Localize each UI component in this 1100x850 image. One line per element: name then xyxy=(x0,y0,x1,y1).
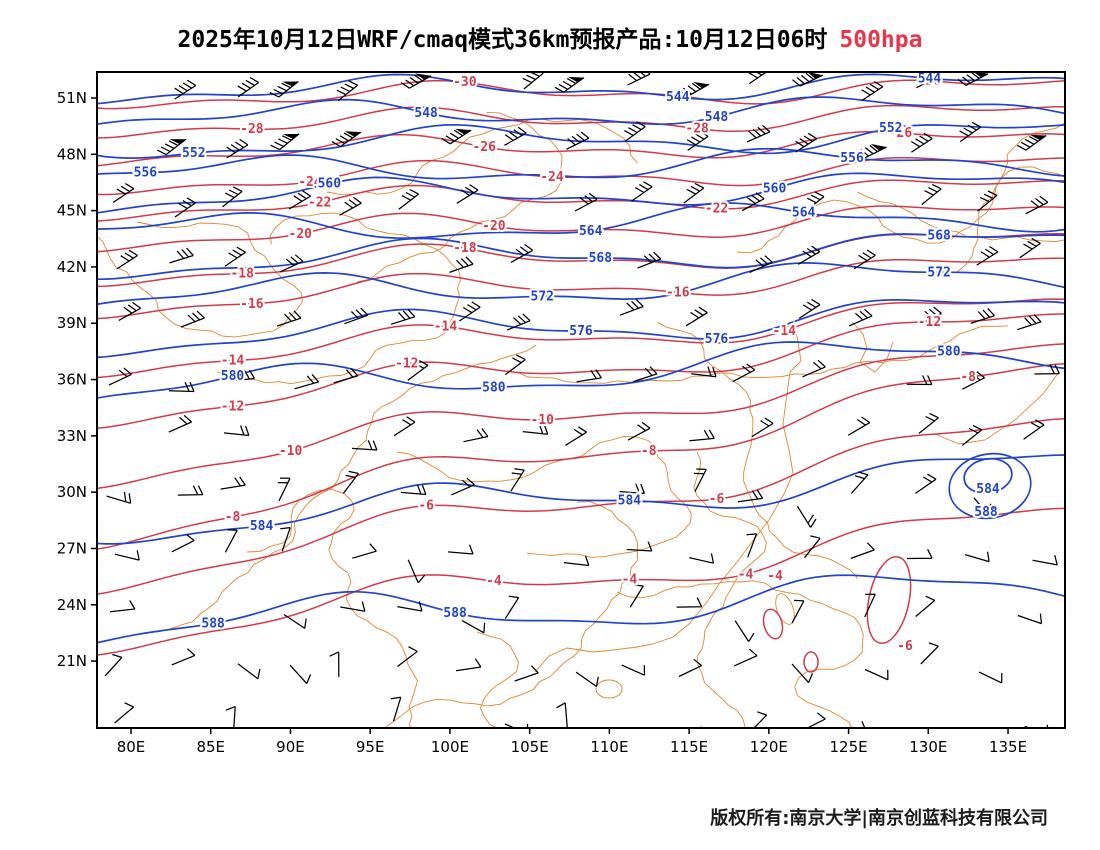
geography-lines xyxy=(97,111,1065,728)
svg-text:-14: -14 xyxy=(434,319,458,334)
copyright-text: 版权所有:南京大学|南京创蓝科技有限公司 xyxy=(710,808,1048,829)
chart-title-text: 2025年10月12日WRF/cmaq模式36km预报产品:10月12日06时 xyxy=(177,27,828,53)
svg-text:120E: 120E xyxy=(750,738,788,756)
svg-text:-22: -22 xyxy=(705,202,728,217)
svg-text:-6: -6 xyxy=(418,499,434,514)
svg-text:-14: -14 xyxy=(221,354,245,369)
svg-text:556: 556 xyxy=(840,151,864,166)
svg-text:-30: -30 xyxy=(918,74,942,89)
svg-text:-4: -4 xyxy=(738,567,754,582)
svg-text:576: 576 xyxy=(569,324,593,339)
svg-text:588: 588 xyxy=(974,505,998,520)
svg-text:572: 572 xyxy=(927,265,950,280)
svg-text:51N: 51N xyxy=(57,89,87,107)
svg-text:568: 568 xyxy=(589,251,613,266)
svg-text:105E: 105E xyxy=(511,738,549,756)
svg-text:85E: 85E xyxy=(196,738,225,756)
svg-text:-10: -10 xyxy=(531,413,555,428)
svg-text:-4: -4 xyxy=(486,574,502,589)
svg-text:588: 588 xyxy=(201,616,225,631)
svg-text:48N: 48N xyxy=(57,145,87,163)
svg-text:21N: 21N xyxy=(57,652,87,670)
svg-text:-12: -12 xyxy=(918,315,941,330)
svg-text:548: 548 xyxy=(414,106,438,121)
pressure-level-label: 500hpa xyxy=(839,27,923,53)
svg-text:-16: -16 xyxy=(240,297,264,312)
svg-text:-8: -8 xyxy=(960,370,976,385)
svg-text:135E: 135E xyxy=(989,738,1027,756)
svg-text:568: 568 xyxy=(927,228,951,243)
svg-text:564: 564 xyxy=(579,224,603,239)
svg-text:90E: 90E xyxy=(276,738,305,756)
svg-text:552: 552 xyxy=(182,146,205,161)
wind-barbs xyxy=(104,72,1060,728)
svg-text:-24: -24 xyxy=(540,170,564,185)
svg-text:-18: -18 xyxy=(230,267,254,282)
svg-text:-12: -12 xyxy=(221,399,244,414)
svg-text:-30: -30 xyxy=(453,75,477,90)
svg-text:-26: -26 xyxy=(889,126,913,141)
svg-text:42N: 42N xyxy=(57,258,87,276)
svg-text:-26: -26 xyxy=(472,140,496,155)
svg-text:-20: -20 xyxy=(289,227,313,242)
svg-text:576: 576 xyxy=(705,332,729,347)
axis-labels: 80E 85E 90E 95E 100E 105E 110E 115E 120E 125E 130E… xyxy=(57,89,1027,756)
svg-text:580: 580 xyxy=(221,369,245,384)
svg-text:-16: -16 xyxy=(666,285,690,300)
svg-text:-8: -8 xyxy=(641,444,657,459)
svg-text:-8: -8 xyxy=(225,510,241,525)
svg-text:548: 548 xyxy=(705,110,729,125)
svg-text:130E: 130E xyxy=(909,738,947,756)
contour-labels: -30 -30 -28 -28 -26 -26 -24 -24 -22 -22 -20 -20 -18 -… xyxy=(132,71,1002,656)
svg-text:36N: 36N xyxy=(57,371,87,389)
svg-text:560: 560 xyxy=(318,177,342,192)
svg-text:544: 544 xyxy=(666,90,690,105)
svg-text:544: 544 xyxy=(918,71,942,86)
svg-text:560: 560 xyxy=(763,182,787,197)
svg-text:-4: -4 xyxy=(767,569,783,584)
svg-text:-28: -28 xyxy=(240,122,264,137)
svg-text:584: 584 xyxy=(976,482,1000,497)
svg-text:-22: -22 xyxy=(308,195,331,210)
svg-text:24N: 24N xyxy=(57,596,87,614)
svg-text:584: 584 xyxy=(618,494,642,509)
svg-text:-28: -28 xyxy=(685,122,709,137)
svg-text:556: 556 xyxy=(134,166,158,181)
svg-text:33N: 33N xyxy=(57,427,87,445)
svg-text:588: 588 xyxy=(443,606,467,621)
svg-text:-14: -14 xyxy=(773,324,797,339)
svg-text:45N: 45N xyxy=(57,202,87,220)
svg-text:95E: 95E xyxy=(356,738,385,756)
svg-text:30N: 30N xyxy=(57,483,87,501)
svg-text:100E: 100E xyxy=(431,738,469,756)
svg-text:-24: -24 xyxy=(298,175,322,190)
chart-title: 2025年10月12日WRF/cmaq模式36km预报产品:10月12日06时 5… xyxy=(0,20,1100,54)
svg-text:552: 552 xyxy=(879,121,902,136)
height-contours xyxy=(97,73,1065,644)
svg-text:115E: 115E xyxy=(670,738,708,756)
svg-text:110E: 110E xyxy=(590,738,628,756)
svg-text:-6: -6 xyxy=(709,492,725,507)
svg-text:580: 580 xyxy=(937,345,961,360)
svg-text:80E: 80E xyxy=(117,738,146,756)
svg-text:564: 564 xyxy=(792,206,816,221)
svg-text:-18: -18 xyxy=(453,241,477,256)
svg-text:-12: -12 xyxy=(395,356,418,371)
svg-text:-6: -6 xyxy=(897,639,913,654)
svg-text:27N: 27N xyxy=(57,539,87,557)
svg-text:125E: 125E xyxy=(830,738,868,756)
svg-text:572: 572 xyxy=(531,289,554,304)
svg-text:584: 584 xyxy=(250,519,274,534)
svg-text:-20: -20 xyxy=(482,219,506,234)
svg-text:39N: 39N xyxy=(57,314,87,332)
svg-text:-4: -4 xyxy=(622,573,638,588)
svg-text:-10: -10 xyxy=(279,444,303,459)
svg-text:580: 580 xyxy=(482,381,506,396)
